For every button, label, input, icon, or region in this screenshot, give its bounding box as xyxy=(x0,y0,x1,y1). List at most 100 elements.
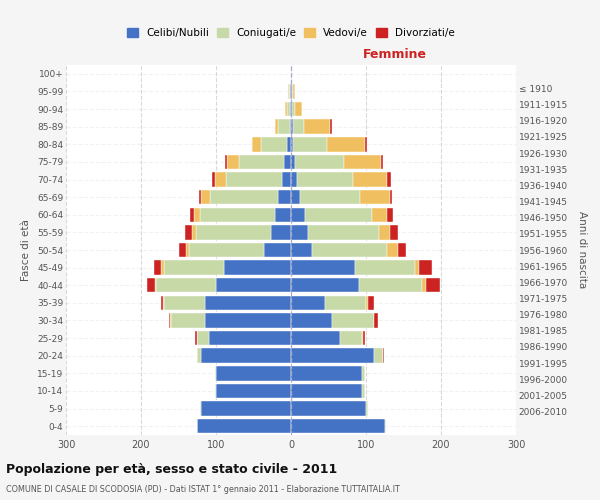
Bar xyxy=(360,190,390,204)
Bar xyxy=(291,243,312,257)
Bar xyxy=(156,278,216,292)
Bar xyxy=(171,314,205,328)
Bar xyxy=(291,419,385,434)
Bar xyxy=(179,243,186,257)
Bar xyxy=(216,384,291,398)
Bar xyxy=(185,225,192,240)
Bar xyxy=(201,190,210,204)
Bar xyxy=(264,243,291,257)
Bar xyxy=(288,84,289,98)
Bar xyxy=(367,296,373,310)
Bar xyxy=(290,102,291,117)
Bar xyxy=(291,296,325,310)
Bar xyxy=(297,172,353,186)
Bar xyxy=(291,208,305,222)
Bar xyxy=(199,190,201,204)
Bar xyxy=(373,314,374,328)
Bar xyxy=(277,190,291,204)
Bar xyxy=(195,331,197,345)
Bar xyxy=(170,314,171,328)
Bar xyxy=(193,208,199,222)
Bar xyxy=(284,154,291,169)
Bar xyxy=(155,278,156,292)
Bar xyxy=(215,366,216,380)
Bar xyxy=(225,154,227,169)
Bar xyxy=(419,260,432,275)
Bar xyxy=(366,402,367,416)
Bar xyxy=(293,120,304,134)
Bar xyxy=(340,331,362,345)
Bar xyxy=(169,314,170,328)
Bar xyxy=(215,384,216,398)
Bar xyxy=(287,137,291,152)
Bar xyxy=(271,225,291,240)
Bar xyxy=(163,296,205,310)
Bar xyxy=(287,102,290,117)
Bar xyxy=(292,102,295,117)
Bar xyxy=(261,137,287,152)
Bar xyxy=(252,137,261,152)
Bar xyxy=(330,120,332,134)
Bar xyxy=(216,366,291,380)
Bar xyxy=(387,243,398,257)
Bar xyxy=(291,154,295,169)
Bar xyxy=(147,278,155,292)
Bar xyxy=(239,154,284,169)
Bar xyxy=(332,314,373,328)
Bar xyxy=(398,243,406,257)
Bar xyxy=(186,243,189,257)
Bar xyxy=(312,243,387,257)
Bar xyxy=(190,208,193,222)
Bar xyxy=(189,243,264,257)
Bar xyxy=(362,384,365,398)
Bar xyxy=(343,154,381,169)
Bar xyxy=(275,208,291,222)
Bar xyxy=(291,384,362,398)
Bar xyxy=(390,190,392,204)
Bar xyxy=(201,348,291,363)
Bar xyxy=(290,120,291,134)
Bar xyxy=(291,190,300,204)
Bar xyxy=(205,296,291,310)
Bar xyxy=(215,172,226,186)
Bar xyxy=(210,190,277,204)
Bar xyxy=(291,278,359,292)
Bar xyxy=(197,348,201,363)
Bar xyxy=(291,84,292,98)
Bar xyxy=(197,331,209,345)
Bar xyxy=(390,225,398,240)
Bar xyxy=(305,208,372,222)
Bar xyxy=(308,225,379,240)
Y-axis label: Anni di nascita: Anni di nascita xyxy=(577,212,587,288)
Bar xyxy=(291,366,362,380)
Bar xyxy=(385,419,386,434)
Bar xyxy=(426,278,439,292)
Bar xyxy=(212,172,215,186)
Bar xyxy=(216,278,291,292)
Bar xyxy=(290,84,291,98)
Bar xyxy=(381,154,383,169)
Bar xyxy=(291,137,293,152)
Bar xyxy=(200,402,201,416)
Bar xyxy=(154,260,161,275)
Bar xyxy=(304,120,330,134)
Bar xyxy=(205,314,291,328)
Bar xyxy=(197,419,291,434)
Bar xyxy=(291,172,297,186)
Bar xyxy=(362,331,363,345)
Bar xyxy=(327,137,365,152)
Text: COMUNE DI CASALE DI SCODOSIA (PD) - Dati ISTAT 1° gennaio 2011 - Elaborazione TU: COMUNE DI CASALE DI SCODOSIA (PD) - Dati… xyxy=(6,485,400,494)
Bar xyxy=(161,260,163,275)
Bar xyxy=(209,331,291,345)
Bar xyxy=(300,190,360,204)
Bar xyxy=(201,402,291,416)
Bar xyxy=(291,102,292,117)
Bar xyxy=(291,314,332,328)
Bar xyxy=(223,260,291,275)
Bar xyxy=(199,208,275,222)
Bar xyxy=(363,331,365,345)
Bar xyxy=(278,120,290,134)
Bar xyxy=(275,120,278,134)
Bar xyxy=(373,348,383,363)
Bar xyxy=(282,172,291,186)
